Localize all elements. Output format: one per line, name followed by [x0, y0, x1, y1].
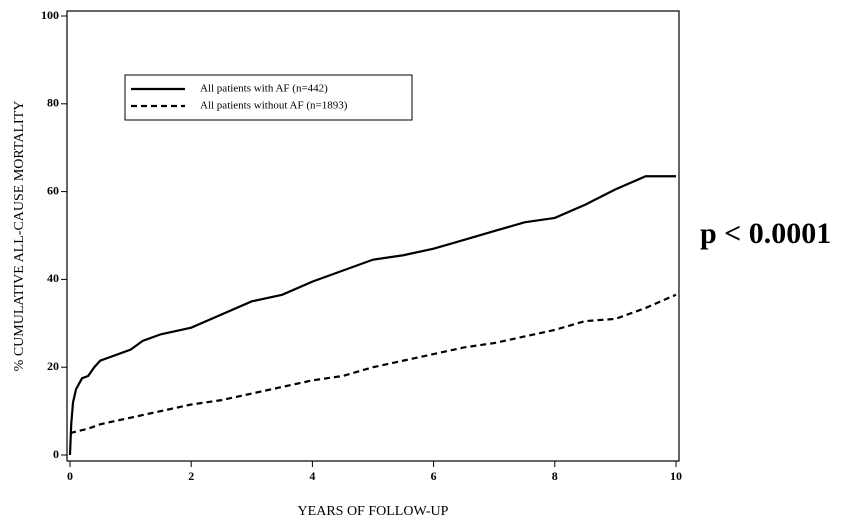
x-tick-label: 0	[67, 469, 73, 483]
legend-label: All patients without AF (n=1893)	[200, 100, 348, 112]
y-tick-label: 60	[47, 183, 59, 197]
x-axis-title: YEARS OF FOLLOW-UP	[298, 504, 449, 519]
p-value: p < 0.0001	[700, 217, 831, 250]
y-tick-label: 40	[47, 271, 59, 285]
y-axis-title: % CUMULATIVE ALL-CAUSE MORTALITY	[12, 101, 27, 372]
y-tick-label: 20	[47, 359, 59, 373]
y-tick-label: 100	[41, 8, 59, 22]
x-tick-label: 2	[188, 469, 194, 483]
line-series	[69, 293, 677, 435]
line-series	[68, 175, 676, 456]
x-tick-label: 10	[670, 469, 682, 483]
x-tick-label: 6	[431, 469, 437, 483]
legend	[124, 74, 413, 121]
x-tick-label: 8	[552, 469, 558, 483]
plot-frame	[66, 10, 680, 462]
y-tick-label: 80	[47, 96, 59, 110]
legend-label: All patients with AF (n=442)	[200, 83, 328, 95]
y-tick-label: 0	[53, 447, 59, 461]
x-tick-label: 4	[309, 469, 315, 483]
